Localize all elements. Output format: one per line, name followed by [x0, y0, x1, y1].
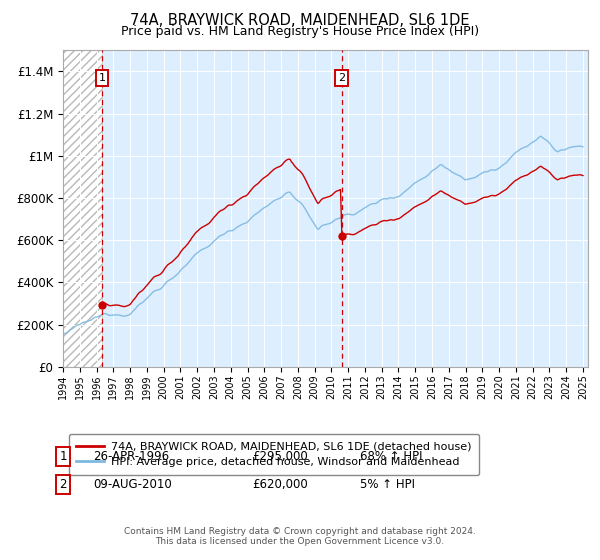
- Text: 74A, BRAYWICK ROAD, MAIDENHEAD, SL6 1DE: 74A, BRAYWICK ROAD, MAIDENHEAD, SL6 1DE: [130, 13, 470, 28]
- Polygon shape: [63, 50, 102, 367]
- Text: 68% ↑ HPI: 68% ↑ HPI: [360, 450, 422, 463]
- Text: Contains HM Land Registry data © Crown copyright and database right 2024.
This d: Contains HM Land Registry data © Crown c…: [124, 526, 476, 546]
- Text: 09-AUG-2010: 09-AUG-2010: [93, 478, 172, 491]
- Text: 26-APR-1996: 26-APR-1996: [93, 450, 169, 463]
- Text: 2: 2: [59, 478, 67, 491]
- Text: 1: 1: [59, 450, 67, 463]
- Text: £620,000: £620,000: [252, 478, 308, 491]
- Text: 1: 1: [98, 73, 106, 83]
- Text: Price paid vs. HM Land Registry's House Price Index (HPI): Price paid vs. HM Land Registry's House …: [121, 25, 479, 38]
- Text: 5% ↑ HPI: 5% ↑ HPI: [360, 478, 415, 491]
- Legend: 74A, BRAYWICK ROAD, MAIDENHEAD, SL6 1DE (detached house), HPI: Average price, de: 74A, BRAYWICK ROAD, MAIDENHEAD, SL6 1DE …: [68, 434, 479, 475]
- Text: £295,000: £295,000: [252, 450, 308, 463]
- Text: 2: 2: [338, 73, 345, 83]
